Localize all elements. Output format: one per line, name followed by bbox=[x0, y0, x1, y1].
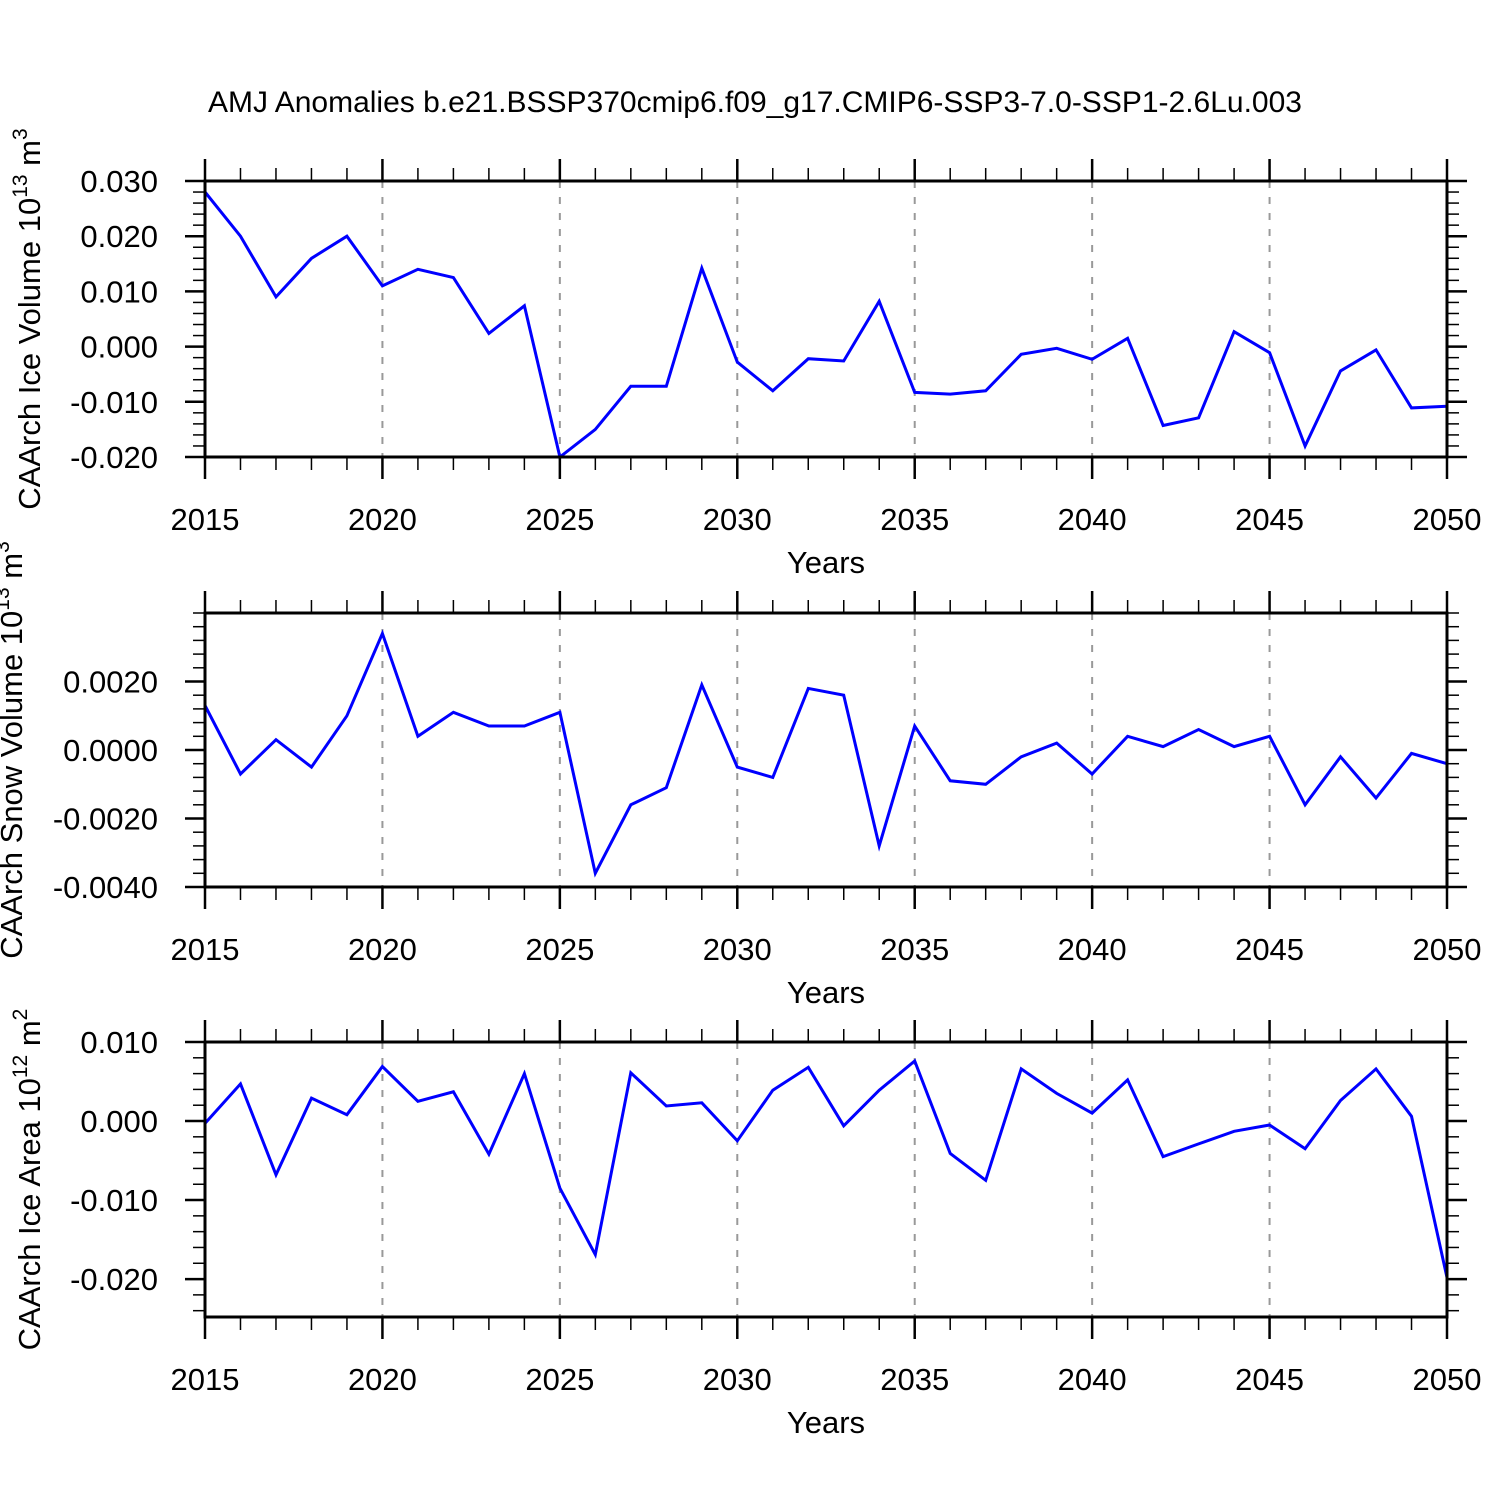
ice-volume-x-tick-label: 2045 bbox=[1235, 502, 1304, 537]
ice-area-x-tick-label: 2050 bbox=[1413, 1362, 1482, 1397]
ice-volume-y-tick-label: 0.020 bbox=[80, 219, 158, 254]
ice-volume-y-tick-label: -0.010 bbox=[70, 385, 158, 420]
ice-volume-y-tick-label: 0.030 bbox=[80, 164, 158, 199]
ice-volume-x-ticks bbox=[203, 159, 1449, 479]
ice-volume-y-tick-labels: 0.030 0.020 0.010 0.000 -0.010 -0.020 bbox=[70, 164, 158, 475]
ice-area-y-tick-labels: 0.010 0.000 -0.010 -0.020 bbox=[70, 1025, 158, 1297]
ice-volume-x-tick-label: 2030 bbox=[703, 502, 772, 537]
ice-volume-y-tick-label: 0.000 bbox=[80, 330, 158, 365]
ice-area-x-tick-label: 2025 bbox=[525, 1362, 594, 1397]
ice-area-series-line bbox=[203, 1058, 1449, 1278]
snow-volume-y-tick-label: 0.0020 bbox=[63, 665, 158, 700]
snow-volume-x-tick-labels: 2015 2020 2025 2030 2035 2040 2045 2050 bbox=[171, 932, 1482, 967]
snow-volume-x-tick-label: 2025 bbox=[525, 932, 594, 967]
ice-area-x-tick-label: 2040 bbox=[1058, 1362, 1127, 1397]
ice-volume-y-ticks bbox=[185, 179, 1467, 459]
panels-group: 0.030 0.020 0.010 0.000 -0.010 -0.020 2015 2020… bbox=[0, 128, 1481, 1440]
ice-area-gridlines bbox=[381, 1042, 1271, 1317]
snow-volume-x-axis-title: Years bbox=[787, 975, 865, 1010]
ice-volume-x-tick-label: 2025 bbox=[525, 502, 594, 537]
snow-volume-y-tick-label: -0.0020 bbox=[53, 802, 158, 837]
snow-volume-y-ticks bbox=[185, 612, 1467, 889]
ice-area-frame bbox=[203, 1040, 1449, 1319]
snow-volume-x-tick-label: 2045 bbox=[1235, 932, 1304, 967]
ice-volume-series-line bbox=[203, 191, 1448, 460]
ice-area-y-tick-label: -0.010 bbox=[70, 1183, 158, 1218]
snow-volume-x-tick-label: 2035 bbox=[880, 932, 949, 967]
chart-title: AMJ Anomalies b.e21.BSSP370cmip6.f09_g17… bbox=[208, 86, 1302, 119]
ice-volume-y-tick-label: 0.010 bbox=[80, 274, 158, 309]
ice-area-y-ticks bbox=[185, 1040, 1467, 1312]
snow-volume-y-tick-labels: 0.0020 0.0000 -0.0020 -0.0040 bbox=[53, 665, 158, 906]
ice-volume-x-axis-title: Years bbox=[787, 545, 865, 580]
ice-volume-x-tick-label: 2020 bbox=[348, 502, 417, 537]
ice-area-x-tick-label: 2015 bbox=[171, 1362, 240, 1397]
ice-volume-y-tick-label: -0.020 bbox=[70, 440, 158, 475]
snow-volume-y-tick-label: -0.0040 bbox=[53, 870, 158, 905]
ice-area-x-tick-label: 2035 bbox=[880, 1362, 949, 1397]
ice-area-y-tick-label: 0.000 bbox=[80, 1104, 158, 1139]
ice-area-x-tick-label: 2045 bbox=[1235, 1362, 1304, 1397]
snow-volume-x-tick-label: 2030 bbox=[703, 932, 772, 967]
ice-area-x-tick-label: 2030 bbox=[703, 1362, 772, 1397]
ice-area-y-tick-label: 0.010 bbox=[80, 1025, 158, 1060]
ice-volume-x-tick-label: 2035 bbox=[880, 502, 949, 537]
snow-volume-gridlines bbox=[381, 613, 1271, 887]
snow-volume-x-ticks bbox=[203, 591, 1449, 909]
ice-volume-x-tick-label: 2040 bbox=[1058, 502, 1127, 537]
snow-volume-y-axis-title: CAArch Snow Volume 1013 m3 bbox=[0, 541, 29, 959]
ice-area-y-axis-title: CAArch Ice Area 1012 m2 bbox=[9, 1009, 47, 1351]
snow-volume-x-tick-label: 2050 bbox=[1413, 932, 1482, 967]
ice-area-x-tick-label: 2020 bbox=[348, 1362, 417, 1397]
ice-volume-y-axis-title: CAArch Ice Volume 1013 m3 bbox=[9, 128, 47, 509]
ice-area-x-tick-labels: 2015 2020 2025 2030 2035 2040 2045 2050 bbox=[171, 1362, 1482, 1397]
ice-area-x-axis-title: Years bbox=[787, 1405, 865, 1440]
ice-area-x-ticks bbox=[203, 1020, 1449, 1339]
snow-volume-y-tick-label: 0.0000 bbox=[63, 733, 158, 768]
snow-volume-frame bbox=[203, 611, 1449, 889]
panel-ice-volume: 0.030 0.020 0.010 0.000 -0.010 -0.020 2015 2020… bbox=[9, 128, 1481, 580]
ice-volume-gridlines bbox=[381, 181, 1271, 457]
ice-volume-frame bbox=[203, 179, 1449, 459]
ice-volume-x-tick-labels: 2015 2020 2025 2030 2035 2040 2045 2050 bbox=[171, 502, 1482, 537]
snow-volume-x-tick-label: 2020 bbox=[348, 932, 417, 967]
snow-volume-series-line bbox=[203, 629, 1448, 878]
snow-volume-x-tick-label: 2040 bbox=[1058, 932, 1127, 967]
snow-volume-x-tick-label: 2015 bbox=[171, 932, 240, 967]
ice-area-y-tick-label: -0.020 bbox=[70, 1262, 158, 1297]
ice-volume-x-tick-label: 2050 bbox=[1413, 502, 1482, 537]
ice-volume-x-tick-label: 2015 bbox=[171, 502, 240, 537]
